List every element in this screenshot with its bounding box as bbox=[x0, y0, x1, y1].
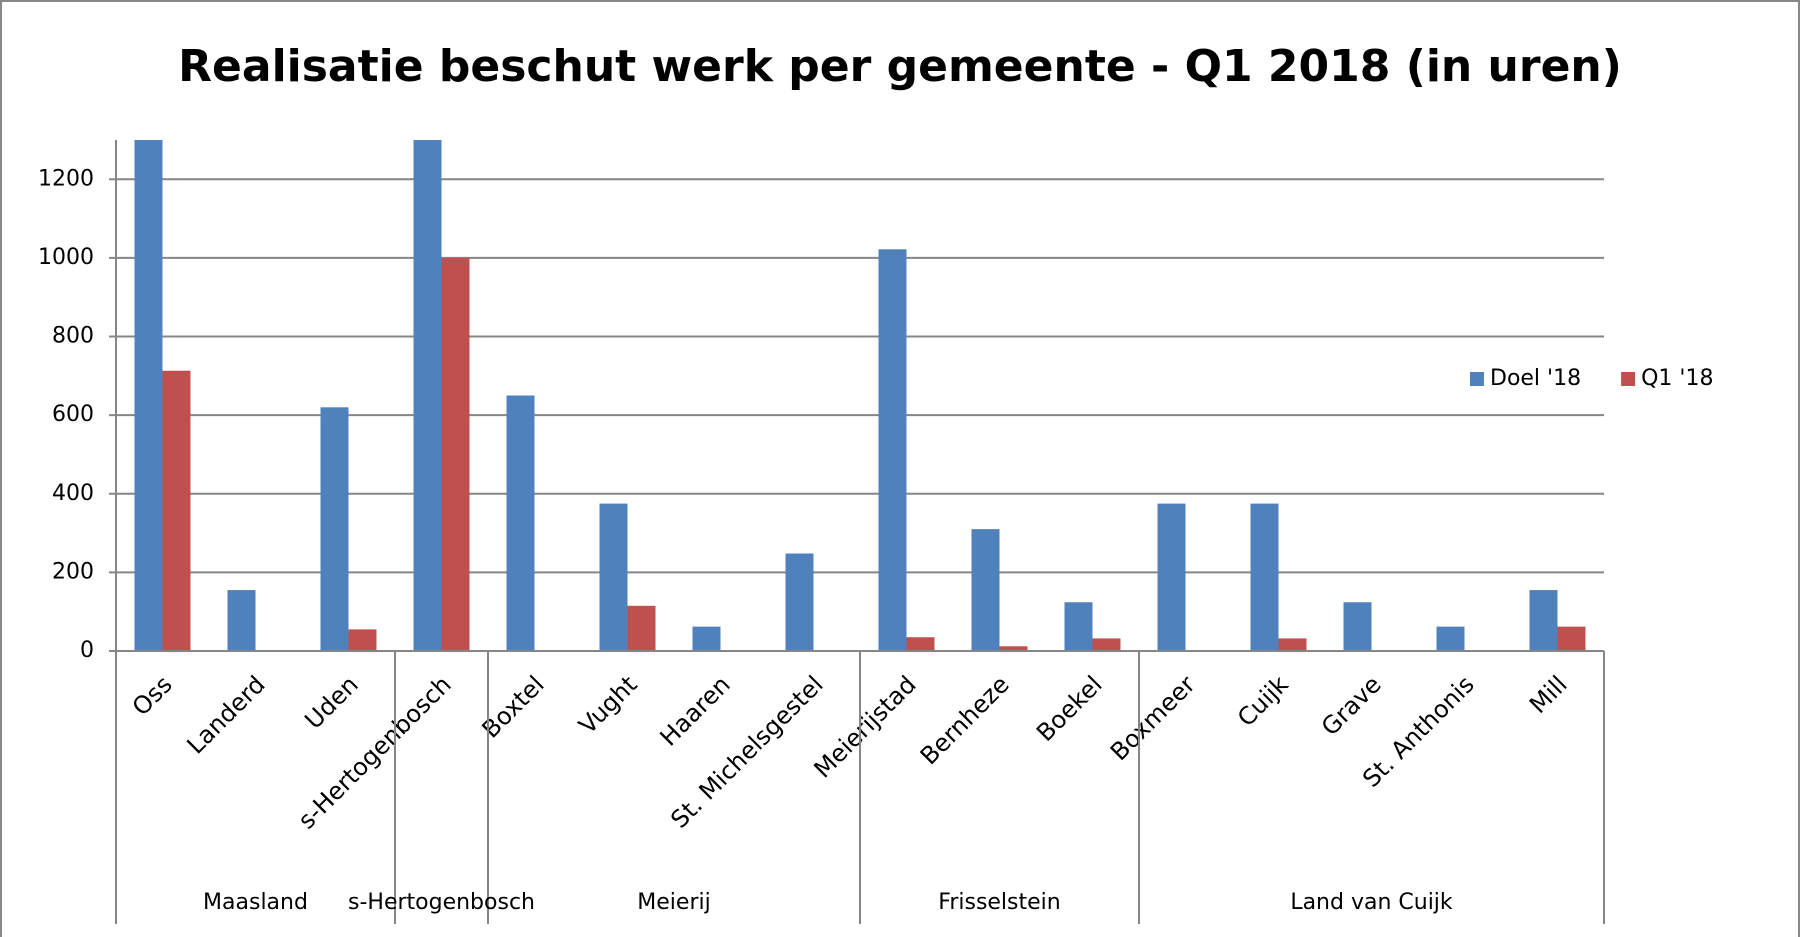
legend-label: Q1 '18 bbox=[1641, 366, 1713, 391]
bar bbox=[599, 503, 628, 651]
y-tick-label: 0 bbox=[80, 638, 94, 663]
group-label: s-Hertogenbosch bbox=[348, 890, 535, 915]
bar bbox=[506, 395, 535, 651]
bar bbox=[1157, 503, 1186, 651]
bar bbox=[1278, 638, 1307, 651]
bar bbox=[227, 590, 256, 651]
bar bbox=[348, 629, 377, 651]
group-label: Meierij bbox=[637, 890, 710, 915]
bar bbox=[162, 370, 191, 651]
bar bbox=[627, 605, 656, 651]
bar bbox=[1436, 626, 1465, 651]
group-label: Maasland bbox=[203, 890, 308, 915]
bar bbox=[1343, 602, 1372, 651]
group-label: Frisselstein bbox=[938, 890, 1060, 915]
legend-label: Doel '18 bbox=[1490, 366, 1581, 391]
bar bbox=[1529, 590, 1558, 651]
chart-title: Realisatie beschut werk per gemeente - Q… bbox=[178, 41, 1622, 92]
y-tick-label: 400 bbox=[52, 481, 94, 506]
bar bbox=[320, 407, 349, 651]
bar bbox=[1250, 503, 1279, 651]
bar bbox=[134, 140, 163, 651]
y-tick-label: 800 bbox=[52, 324, 94, 349]
bar bbox=[878, 249, 907, 651]
y-tick-label: 200 bbox=[52, 559, 94, 584]
bar bbox=[1064, 602, 1093, 651]
y-tick-label: 600 bbox=[52, 402, 94, 427]
group-label: Land van Cuijk bbox=[1290, 890, 1453, 915]
bar bbox=[1557, 626, 1586, 651]
bar bbox=[906, 637, 935, 651]
y-tick-label: 1000 bbox=[38, 245, 94, 270]
legend-swatch bbox=[1470, 372, 1484, 386]
bar bbox=[692, 626, 721, 651]
bar bbox=[785, 553, 814, 651]
legend-swatch bbox=[1621, 372, 1636, 386]
bar bbox=[971, 529, 1000, 651]
bar bbox=[413, 140, 442, 651]
bar bbox=[1092, 638, 1121, 651]
y-tick-label: 1200 bbox=[38, 166, 94, 191]
bar bbox=[441, 257, 470, 651]
bar bbox=[999, 646, 1028, 651]
